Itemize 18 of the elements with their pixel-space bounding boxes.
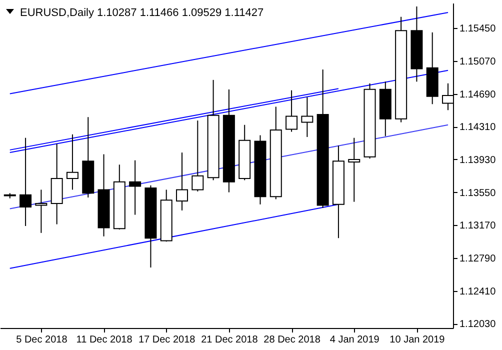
x-tick-label: 4 Jan 2019 xyxy=(330,334,380,346)
x-tick-label: 28 Dec 2018 xyxy=(264,334,321,346)
x-tick-label: 11 Dec 2018 xyxy=(76,334,133,346)
y-tick-label: 1.15450 xyxy=(460,24,496,35)
chart-title: EURUSD,Daily 1.10287 1.11466 1.09529 1.11427 xyxy=(20,7,264,19)
y-tick-label: 1.14690 xyxy=(460,89,496,100)
y-tick-label: 1.12410 xyxy=(460,286,496,298)
y-tick-label: 1.12790 xyxy=(460,253,496,264)
y-tick-label: 1.12030 xyxy=(460,319,496,330)
x-tick-label: 5 Dec 2018 xyxy=(16,334,68,346)
y-tick-label: 1.14310 xyxy=(460,122,496,134)
x-tick-label: 21 Dec 2018 xyxy=(201,334,258,346)
y-tick-label: 1.15070 xyxy=(460,56,496,68)
y-tick-label: 1.13170 xyxy=(460,220,496,232)
y-tick-label: 1.13550 xyxy=(460,188,496,199)
x-tick-label: 10 Jan 2019 xyxy=(390,334,446,346)
x-tick-label: 17 Dec 2018 xyxy=(138,334,196,346)
y-tick-label: 1.13930 xyxy=(460,154,496,166)
